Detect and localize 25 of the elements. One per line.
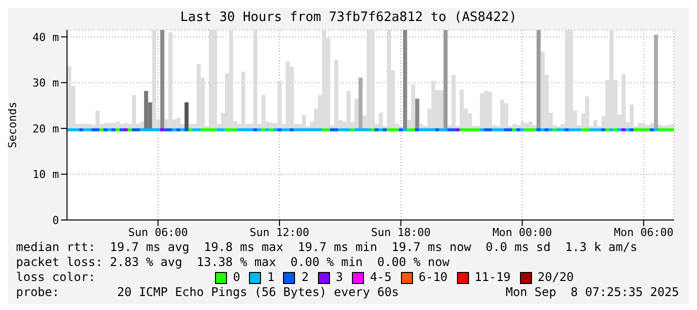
chart-title: Last 30 Hours from 73fb7f62a812 to (AS8422): [179, 9, 518, 27]
x-tick-label: Sun 12:00: [250, 226, 310, 239]
legend-title: loss color:: [16, 270, 96, 285]
legend-label: 4-5: [370, 270, 392, 285]
y-tick-label: 40 m: [32, 30, 60, 44]
y-tick-label: 20 m: [32, 122, 60, 136]
y-tick-label: 30 m: [32, 76, 60, 90]
text: median rtt: 19.7 ms avg 19.8 ms max 19.7 ms min 19.7 ms now 0.0 ms sd 1.3 k am/s: [16, 240, 638, 255]
legend-label: 2: [301, 270, 309, 285]
text: packet loss: 2.83 % avg 13.38 % max 0.00 % min 0.00 % now: [16, 255, 450, 270]
legend-label: 1: [267, 270, 274, 285]
text: probe: 20 ICMP Echo Pings (56 Bytes) every 60s: [16, 285, 399, 300]
x-tick-label: Sun 18:00: [371, 226, 431, 239]
y-axis-title: Seconds: [6, 102, 19, 148]
legend-label: 11-19: [474, 270, 511, 285]
legend-label: 0: [233, 270, 240, 285]
x-tick-label: Mon 06:00: [614, 226, 674, 239]
y-tick-label: 0: [52, 214, 59, 227]
legend-label: 6-10: [418, 270, 448, 285]
x-tick-label: Sun 06:00: [128, 226, 188, 239]
text: Mon Sep 8 07:25:35 2025: [506, 285, 679, 300]
x-tick-label: Mon 00:00: [492, 226, 552, 239]
y-tick-label: 10 m: [32, 168, 60, 182]
legend-label: 20/20: [538, 270, 574, 285]
legend-label: 3: [336, 270, 343, 285]
